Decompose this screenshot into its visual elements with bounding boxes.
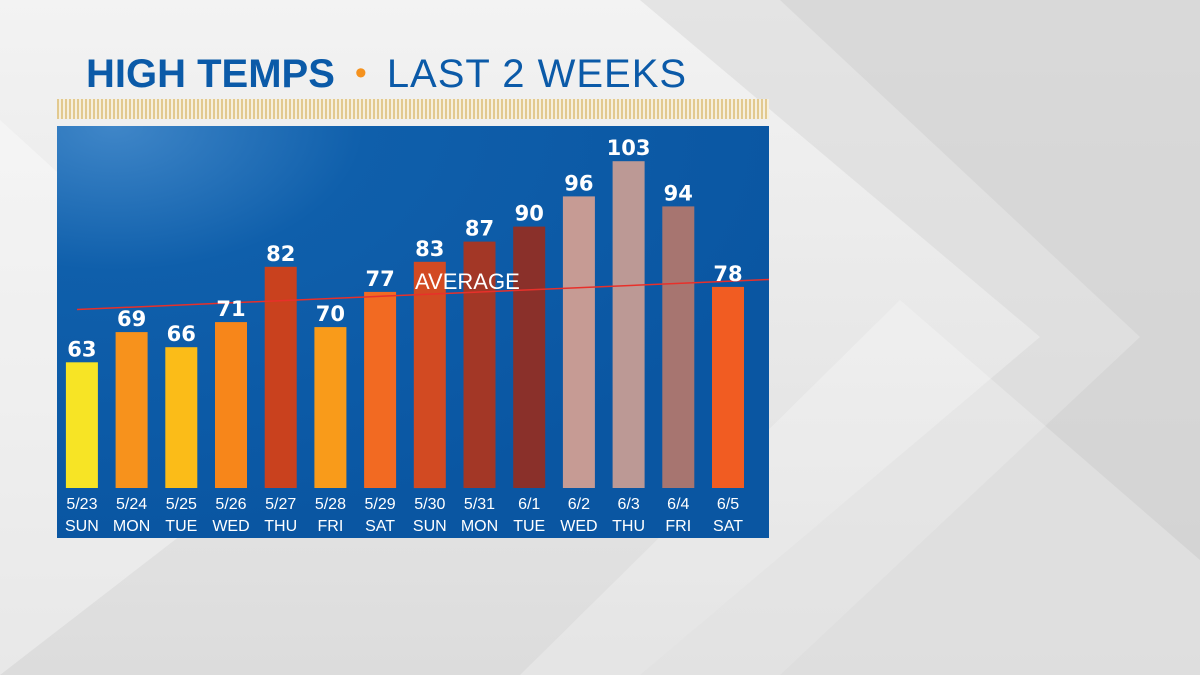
tick-label-date: 5/31 [464, 496, 495, 513]
value-label: 103 [607, 136, 651, 160]
tick-label-day: FRI [318, 518, 344, 535]
value-label: 87 [465, 217, 494, 241]
value-label: 96 [564, 171, 593, 195]
value-label: 70 [316, 302, 345, 326]
bar-6-4 [662, 206, 695, 488]
value-label: 69 [117, 307, 146, 331]
title-separator: • [354, 54, 367, 92]
tick-label-day: WED [560, 518, 597, 535]
tick-label-day: SUN [413, 518, 447, 535]
bar-5-28 [314, 327, 347, 488]
decorative-gold-band [57, 99, 769, 119]
tick-label-date: 6/1 [518, 496, 540, 513]
tick-label-day: SAT [365, 518, 395, 535]
tick-label-date: 6/4 [667, 496, 689, 513]
tick-label-date: 5/23 [66, 496, 97, 513]
title-sub: LAST 2 WEEKS [386, 52, 688, 96]
value-label: 83 [415, 237, 444, 261]
tick-label-day: THU [612, 518, 645, 535]
tick-label-day: WED [212, 518, 249, 535]
tick-label-date: 6/5 [717, 496, 739, 513]
tick-label-date: 5/27 [265, 496, 296, 513]
average-label: AVERAGE [415, 269, 520, 294]
tick-label-date: 5/25 [166, 496, 197, 513]
chart-title: HIGH TEMPS • LAST 2 WEEKS [86, 48, 687, 98]
value-label: 94 [664, 181, 693, 205]
title-main: HIGH TEMPS [86, 52, 335, 96]
value-label: 82 [266, 242, 295, 266]
tick-label-day: SUN [65, 518, 99, 535]
bar-6-1 [513, 226, 546, 488]
tick-label-date: 5/30 [414, 496, 445, 513]
tick-label-day: THU [264, 518, 297, 535]
value-label: 90 [515, 202, 544, 226]
bar-6-5 [712, 286, 744, 488]
bar-5-29 [364, 291, 397, 488]
tick-label-day: TUE [165, 518, 197, 535]
average-line [76, 278, 769, 311]
tick-label-date: 5/28 [315, 496, 346, 513]
bar-5-31 [463, 241, 496, 488]
bar-5-30 [413, 261, 446, 489]
bar-6-2 [562, 196, 595, 488]
tick-label-date: 5/24 [116, 496, 147, 513]
bar-chart: 63 5/23 SUN 69 5/24 MON 66 5/25 TUE 71 5/26 WED 82 5/… [57, 126, 769, 538]
tick-label-date: 5/26 [215, 496, 246, 513]
value-label: 78 [713, 262, 742, 286]
tick-label-day: TUE [513, 518, 545, 535]
chart-panel: 63 5/23 SUN 69 5/24 MON 66 5/25 TUE 71 5/26 WED 82 5/… [57, 126, 769, 538]
tick-label-day: FRI [665, 518, 691, 535]
bar-5-24 [115, 332, 148, 488]
tick-label-day: MON [461, 518, 498, 535]
bar-5-26 [215, 322, 247, 488]
value-label: 77 [365, 267, 394, 291]
bar-5-25 [165, 347, 198, 488]
tick-label-day: SAT [713, 518, 743, 535]
bar-5-27 [264, 266, 297, 488]
value-label: 63 [67, 337, 96, 361]
tick-label-date: 6/3 [617, 496, 639, 513]
value-label: 66 [167, 322, 196, 346]
value-label: 71 [216, 297, 245, 321]
tick-label-day: MON [113, 518, 150, 535]
tick-label-date: 6/2 [568, 496, 590, 513]
chart-background [57, 126, 769, 538]
bar-5-23 [65, 362, 98, 488]
tick-label-date: 5/29 [365, 496, 396, 513]
bar-6-3 [612, 161, 645, 488]
